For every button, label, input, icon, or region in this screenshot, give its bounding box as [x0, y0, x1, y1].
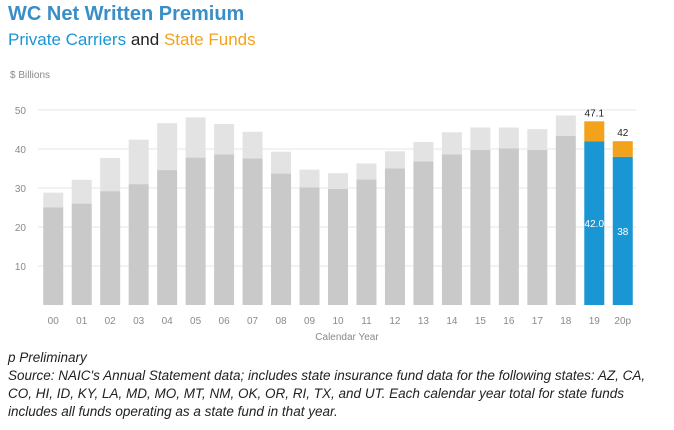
x-tick-label: 07 — [247, 316, 259, 327]
footnote: p Preliminary Source: NAIC's Annual Stat… — [8, 349, 668, 421]
bar-private-14 — [441, 154, 462, 305]
x-tick-label: 16 — [503, 316, 515, 327]
x-tick-label: 14 — [446, 316, 458, 327]
data-label-private-20p: 38 — [617, 227, 629, 238]
y-tick-label: 20 — [15, 223, 27, 234]
bar-private-03 — [128, 184, 149, 305]
bar-state-03 — [128, 139, 149, 185]
x-tick-label: 02 — [105, 316, 117, 327]
bar-private-15 — [470, 149, 491, 305]
bar-private-08 — [271, 173, 292, 305]
x-tick-label: 10 — [332, 316, 344, 327]
chart-title: WC Net Written Premium — [8, 3, 245, 25]
bar-state-12 — [384, 151, 405, 169]
bar-state-06 — [214, 124, 235, 155]
bar-private-19 — [584, 141, 605, 305]
bar-private-17 — [527, 149, 548, 305]
y-tick-label: 40 — [15, 145, 27, 156]
y-tick-label: 50 — [15, 106, 27, 117]
data-label-private-19: 42.0 — [585, 219, 605, 230]
bar-state-20p — [612, 141, 633, 157]
bar-state-08 — [271, 151, 292, 174]
bar-private-09 — [299, 187, 320, 305]
subtitle-private-carriers: Private Carriers — [8, 30, 127, 49]
bar-state-05 — [185, 117, 206, 158]
x-tick-label: 03 — [133, 316, 145, 327]
bar-state-17 — [527, 129, 548, 150]
x-axis-label: Calendar Year — [315, 332, 379, 343]
bar-state-18 — [555, 115, 576, 136]
x-tick-label: 08 — [275, 316, 287, 327]
bar-state-07 — [242, 131, 263, 159]
bar-state-19 — [584, 121, 605, 142]
y-tick-label: 30 — [15, 184, 27, 195]
x-tick-label: 00 — [48, 316, 60, 327]
x-tick-label: 13 — [418, 316, 430, 327]
y-tick-label: 10 — [15, 262, 27, 273]
x-tick-label: 09 — [304, 316, 316, 327]
bar-private-18 — [555, 135, 576, 305]
bar-state-04 — [157, 123, 178, 171]
bar-private-02 — [100, 191, 121, 305]
subtitle-and: and — [130, 30, 160, 49]
y-axis-label: $ Billions — [10, 70, 50, 81]
bar-state-09 — [299, 169, 320, 188]
x-tick-label: 19 — [589, 316, 601, 327]
bar-private-13 — [413, 161, 434, 305]
bar-state-10 — [328, 173, 348, 189]
bar-private-00 — [43, 207, 64, 305]
x-tick-label: 11 — [361, 316, 372, 327]
bar-private-07 — [242, 158, 263, 305]
x-tick-label: 06 — [219, 316, 231, 327]
bar-state-16 — [498, 127, 519, 149]
x-tick-label: 18 — [560, 316, 572, 327]
bar-private-05 — [185, 157, 206, 305]
data-label-total-20p: 42 — [617, 128, 629, 139]
bar-state-01 — [71, 179, 92, 204]
bar-private-06 — [214, 154, 235, 305]
footnote-preliminary: p Preliminary — [8, 350, 87, 365]
bar-private-20p — [612, 156, 633, 305]
bar-state-14 — [441, 132, 462, 155]
footnote-source: Source: NAIC's Annual Statement data; in… — [8, 368, 646, 419]
bar-private-16 — [498, 148, 519, 305]
subtitle-state-funds: State Funds — [163, 30, 256, 49]
x-tick-label: 15 — [475, 316, 487, 327]
data-label-total-19: 47.1 — [585, 108, 605, 119]
bar-private-01 — [71, 203, 92, 305]
bar-state-15 — [470, 127, 491, 150]
x-tick-label: 01 — [76, 316, 88, 327]
bar-state-11 — [356, 163, 377, 180]
x-tick-label: 20p — [614, 316, 631, 327]
stacked-bar-chart: $ Billions 10 20 30 40 50 00 01 02 03 04 05 06 07 08 09… — [10, 70, 636, 343]
x-tick-label: 05 — [190, 316, 202, 327]
bar-private-11 — [356, 179, 377, 305]
bar-state-00 — [43, 192, 64, 208]
bar-private-12 — [384, 168, 405, 305]
chart-subtitle: Private Carriers and State Funds — [8, 30, 256, 50]
x-tick-label: 17 — [532, 316, 544, 327]
bar-state-13 — [413, 141, 434, 162]
bar-state-02 — [100, 157, 121, 192]
bar-private-04 — [157, 170, 178, 305]
x-tick-label: 04 — [162, 316, 174, 327]
x-tick-label: 12 — [389, 316, 401, 327]
bar-private-10 — [328, 188, 348, 305]
